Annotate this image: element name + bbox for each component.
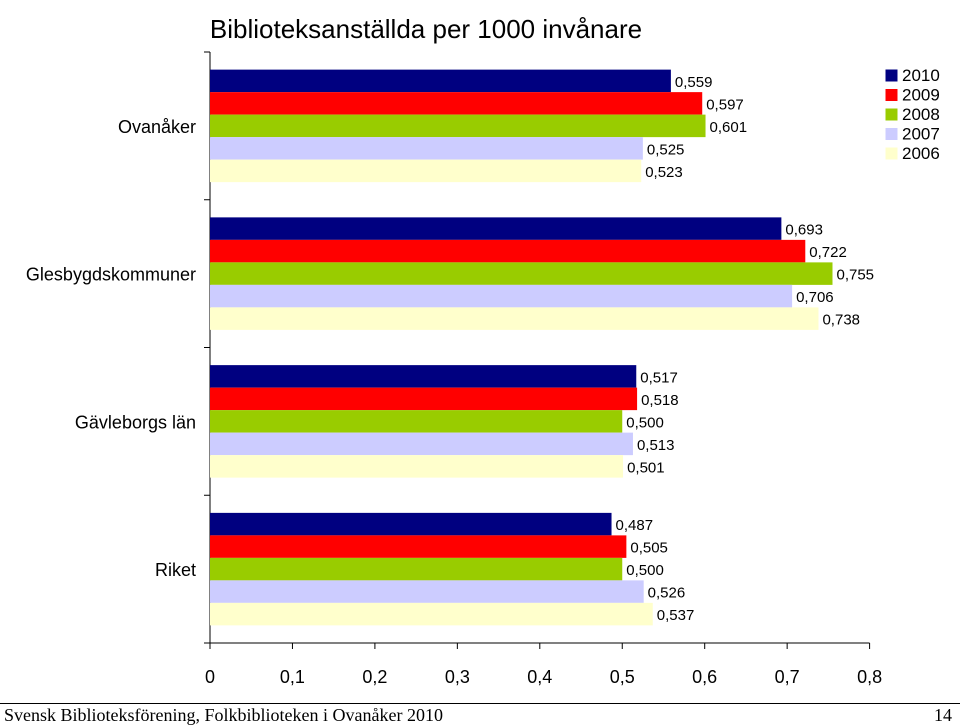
category-label: Glesbygdskommuner	[26, 265, 196, 285]
footer-source: Svensk Biblioteksförening, Folkbibliotek…	[4, 705, 443, 725]
x-tick-label: 0,8	[857, 667, 882, 687]
legend-label: 2007	[902, 125, 940, 144]
data-label: 0,505	[630, 540, 668, 557]
data-label: 0,738	[822, 312, 860, 329]
bar-2007	[210, 432, 633, 456]
bar-2009	[210, 239, 806, 263]
bar-2009	[210, 535, 627, 558]
data-label: 0,487	[616, 517, 654, 534]
data-label: 0,722	[809, 244, 847, 261]
data-label: 0,501	[627, 459, 665, 476]
category-label: Riket	[155, 560, 196, 580]
data-label: 0,526	[648, 585, 686, 602]
legend-label: 2010	[902, 66, 940, 85]
bar-2007	[210, 284, 793, 308]
legend-label: 2009	[902, 86, 940, 105]
x-tick-label: 0,7	[775, 667, 800, 687]
bar-2008	[210, 410, 623, 433]
data-label: 0,755	[836, 267, 874, 284]
bar-2008	[210, 114, 706, 138]
bar-2010	[210, 69, 671, 93]
legend-swatch-2007	[885, 128, 898, 140]
data-label: 0,500	[626, 562, 664, 579]
category-label: Gävleborgs län	[75, 412, 196, 432]
bar-2007	[210, 580, 644, 603]
x-tick-label: 0,3	[445, 667, 470, 687]
chart-title: Biblioteksanställda per 1000 invånare	[210, 14, 642, 44]
page-footer: Svensk Biblioteksförening, Folkbibliotek…	[0, 703, 960, 725]
x-tick-label: 0,5	[610, 667, 635, 687]
chart-bars	[210, 69, 833, 626]
data-label: 0,523	[645, 164, 683, 181]
x-tick-label: 0	[205, 667, 215, 687]
data-label: 0,559	[675, 74, 713, 91]
data-label: 0,525	[647, 141, 685, 158]
legend-swatch-2010	[885, 69, 898, 82]
data-label: 0,597	[706, 96, 744, 113]
data-label: 0,518	[641, 392, 679, 409]
bar-2006	[210, 602, 653, 626]
bar-2006	[210, 455, 624, 478]
legend-swatch-2006	[885, 147, 898, 160]
data-label: 0,513	[637, 437, 675, 454]
bar-2006	[210, 307, 819, 330]
data-label: 0,537	[657, 607, 695, 624]
bar-chart: Biblioteksanställda per 1000 invånare 0,…	[26, 14, 940, 687]
x-tick-label: 0,2	[362, 667, 387, 687]
legend-label: 2006	[902, 144, 940, 163]
chart-tick-labels: 0 0,1 0,2 0,3 0,4 0,5 0,6 0,7 0,8	[205, 667, 882, 687]
bar-2009	[210, 387, 638, 411]
bar-2010	[210, 217, 782, 240]
legend-swatch-2009	[885, 89, 898, 101]
chart-category-labels: Ovanåker Glesbygdskommuner Gävleborgs län R…	[26, 117, 196, 580]
data-label: 0,693	[785, 222, 823, 239]
page-number: 14	[934, 705, 952, 725]
bar-2009	[210, 92, 703, 115]
legend-swatch-2008	[885, 108, 898, 121]
footer-divider	[0, 703, 960, 704]
bar-2010	[210, 365, 637, 388]
bar-2008	[210, 557, 623, 581]
bar-2008	[210, 262, 833, 285]
chart-data-labels: 0,559 0,597 0,601 0,525 0,523 0,693 0,722 0,755…	[616, 74, 875, 624]
x-tick-label: 0,6	[692, 667, 717, 687]
data-label: 0,517	[640, 369, 678, 386]
bar-2006	[210, 159, 642, 183]
data-label: 0,706	[796, 289, 834, 306]
x-tick-label: 0,1	[280, 667, 305, 687]
bar-2010	[210, 512, 612, 536]
data-label: 0,500	[626, 414, 664, 431]
data-label: 0,601	[710, 119, 748, 136]
bar-2007	[210, 137, 643, 160]
category-label: Ovanåker	[118, 117, 196, 137]
legend-label: 2008	[902, 105, 940, 124]
x-tick-label: 0,4	[527, 667, 552, 687]
